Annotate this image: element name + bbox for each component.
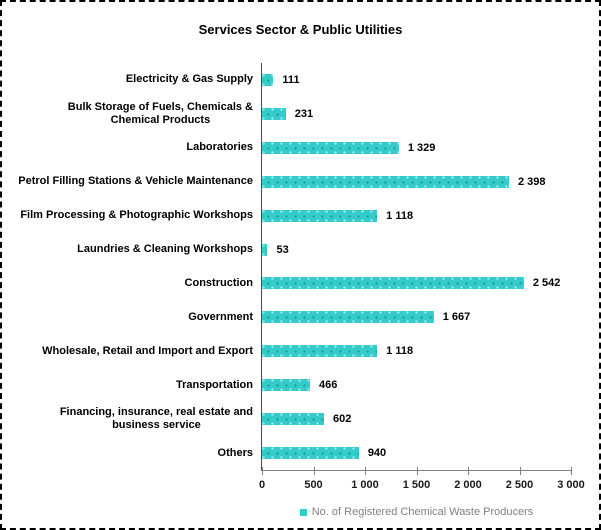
bar-track: 1 118: [262, 334, 571, 368]
category-label-cell: Electricity & Gas Supply: [2, 63, 262, 97]
x-axis-tick: [519, 467, 521, 475]
legend: No. of Registered Chemical Waste Produce…: [262, 506, 571, 518]
bar: [262, 379, 310, 392]
bar-row: Film Processing & Photographic Workshops…: [2, 199, 571, 233]
bar-row: Electricity & Gas Supply 111: [2, 63, 571, 97]
x-axis-tick: [365, 467, 366, 475]
bar-track: 466: [262, 368, 571, 402]
bar-row: Financing, insurance, real estate and bu…: [2, 402, 571, 436]
x-axis-tick: [262, 467, 263, 475]
bar: [262, 447, 359, 460]
bar-track: 1 667: [262, 300, 571, 334]
category-label: Others: [217, 446, 253, 459]
chart-title: Services Sector & Public Utilities: [198, 22, 403, 37]
category-label: Film Processing & Photographic Workshops: [20, 209, 253, 222]
category-label: Government: [188, 310, 253, 323]
category-label-cell: Transportation: [2, 368, 262, 402]
bar: [262, 311, 434, 324]
category-label-cell: Government: [2, 300, 262, 334]
bar: [262, 73, 274, 86]
value-label: 111: [282, 73, 300, 86]
x-axis-tick: [571, 467, 572, 475]
category-label-cell: Construction: [2, 267, 262, 301]
bar-row: Laundries & Cleaning Workshops 53: [2, 233, 571, 267]
bar-row: Construction 2 542: [2, 267, 571, 301]
x-axis-tick-label: 1 500: [402, 479, 431, 491]
value-label: 602: [333, 413, 352, 426]
value-label: 466: [318, 379, 338, 392]
x-axis-tick-label: 500: [304, 479, 323, 491]
category-label-cell: Laundries & Cleaning Workshops: [2, 233, 262, 267]
legend-label: No. of Registered Chemical Waste Produce…: [311, 506, 534, 518]
x-axis-tick: [416, 467, 418, 475]
value-label: 53: [276, 243, 289, 256]
category-label: Bulk Storage of Fuels, Chemicals & Chemi…: [67, 100, 253, 126]
category-label-cell: Wholesale, Retail and Import and Export: [2, 334, 262, 368]
category-label-cell: Bulk Storage of Fuels, Chemicals & Chemi…: [2, 97, 262, 131]
value-label: 1 667: [442, 311, 471, 324]
bar-track: 1 329: [262, 131, 571, 165]
value-label: 2 398: [517, 175, 546, 188]
value-label: 231: [294, 107, 314, 120]
value-label: 1 118: [386, 209, 414, 222]
category-label: Electricity & Gas Supply: [125, 73, 253, 86]
bar-track: 231: [262, 97, 571, 131]
category-label: Construction: [184, 276, 253, 289]
category-label-cell: Others: [2, 436, 262, 470]
bar-row: Others 940: [2, 436, 571, 470]
bar-track: 1 118: [262, 199, 571, 233]
bar-track: 602: [262, 402, 571, 436]
value-label: 1 329: [407, 141, 436, 154]
category-label: Laundries & Cleaning Workshops: [77, 243, 253, 256]
bar-track: 940: [262, 436, 571, 470]
x-axis-tick-label: 0: [258, 479, 266, 491]
bar-row: Laboratories 1 329: [2, 131, 571, 165]
category-label: Wholesale, Retail and Import and Export: [42, 344, 253, 357]
category-label-cell: Film Processing & Photographic Workshops: [2, 199, 262, 233]
bar: [262, 175, 509, 188]
x-axis-tick-label: 3 000: [557, 479, 585, 491]
x-axis-tick-label: 1 000: [351, 479, 379, 491]
category-label-cell: Laboratories: [2, 131, 262, 165]
category-label-cell: Financing, insurance, real estate and bu…: [2, 402, 262, 436]
bar-row: Petrol Filling Stations & Vehicle Mainte…: [2, 165, 571, 199]
bar-row: Bulk Storage of Fuels, Chemicals & Chemi…: [2, 97, 571, 131]
bar-track: 2 542: [262, 267, 571, 301]
category-label: Financing, insurance, real estate and bu…: [59, 406, 253, 432]
value-label: 1 118: [386, 345, 414, 358]
x-axis-tick-label: 2 000: [454, 479, 482, 491]
value-label: 940: [367, 447, 387, 460]
y-axis-line: [261, 63, 262, 471]
bar: [262, 277, 524, 290]
x-axis-tick: [468, 467, 469, 475]
x-axis-tick: [313, 467, 315, 475]
category-label-cell: Petrol Filling Stations & Vehicle Mainte…: [2, 165, 262, 199]
x-axis-tick-labels: 0 500 1 000 1 500 2 000 2 500 3 000: [258, 479, 585, 493]
bar-track: 2 398: [262, 165, 571, 199]
bar-row: Government 1 667: [2, 300, 571, 334]
value-label: 2 542: [532, 277, 561, 290]
bar: [262, 243, 268, 256]
category-label: Laboratories: [186, 141, 253, 154]
bar: [262, 413, 324, 426]
plot-area: Electricity & Gas Supply 111 Bulk Storag…: [2, 63, 571, 470]
bar: [262, 345, 378, 358]
bar-track: 111: [262, 63, 571, 97]
bar: [262, 141, 399, 154]
bar-row: Wholesale, Retail and Import and Export …: [2, 334, 571, 368]
bar: [262, 209, 378, 222]
bar-row: Transportation 466: [2, 368, 571, 402]
category-label: Transportation: [175, 378, 253, 391]
x-axis-tick-label: 2 500: [505, 479, 534, 491]
bar-track: 53: [262, 233, 571, 267]
category-label: Petrol Filling Stations & Vehicle Mainte…: [18, 175, 253, 188]
bar: [262, 107, 286, 120]
legend-marker-icon: [299, 508, 307, 516]
